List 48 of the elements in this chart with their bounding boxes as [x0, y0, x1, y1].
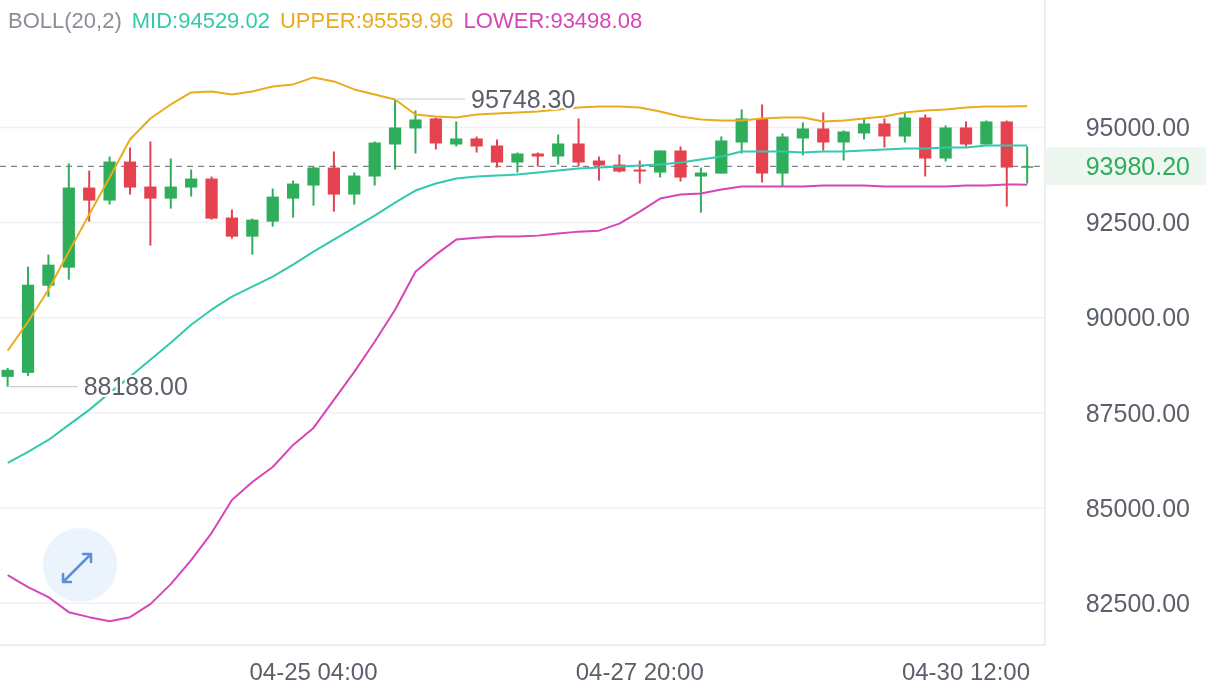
candlestick [409, 109, 422, 155]
candlestick [980, 119, 993, 146]
candlestick [1, 366, 14, 388]
candlestick [694, 166, 708, 214]
candlestick [552, 133, 565, 166]
y-tick-label: 95000.00 [1085, 113, 1190, 142]
annotation: 95748.30 [471, 84, 576, 113]
candlestick [490, 138, 504, 169]
text: MID:94529.02 [131, 8, 270, 33]
x-tick-label: 04-27 20:00 [575, 658, 704, 686]
candlestick [83, 169, 96, 223]
candlestick [164, 157, 177, 210]
candlestick [388, 98, 402, 171]
candlestick [817, 111, 830, 152]
text: UPPER:95559.96 [279, 8, 454, 33]
x-tick-label: 04-25 04:00 [249, 658, 378, 686]
line-series [6, 144, 1029, 464]
candlestick [1021, 145, 1034, 185]
candlestick [225, 208, 239, 240]
y-tick-label: 92500.00 [1085, 208, 1190, 237]
candlestick [898, 111, 911, 144]
text: LOWER:93498.08 [463, 8, 643, 33]
x-tick-label: 04-30 12:00 [901, 658, 1031, 686]
candlestick [348, 171, 361, 206]
candlestick [42, 253, 55, 298]
candlestick [572, 117, 585, 168]
candlestick [857, 117, 871, 141]
candlestick [185, 168, 198, 198]
line-series [6, 76, 1029, 352]
y-tick-label: 85000.00 [1085, 493, 1190, 522]
candlestick [592, 155, 606, 182]
ref-line-label: 93980.20 [1085, 152, 1190, 181]
y-tick-label: 90000.00 [1085, 303, 1190, 332]
candlestick [307, 165, 320, 207]
candlestick [796, 121, 809, 157]
candlestick [878, 117, 891, 149]
candlestick [633, 159, 646, 185]
candlestick [837, 129, 850, 162]
candlestick [450, 120, 463, 148]
candlestick [511, 151, 524, 174]
y-tick-label: 82500.00 [1085, 588, 1190, 617]
candlestick [144, 140, 157, 247]
y-tick-label: 87500.00 [1085, 398, 1190, 427]
line-series [6, 183, 1029, 623]
candlestick [246, 217, 259, 256]
candlestick [286, 179, 300, 219]
candlestick [959, 120, 973, 148]
chart-title: BOLL(20,2) [8, 8, 122, 33]
